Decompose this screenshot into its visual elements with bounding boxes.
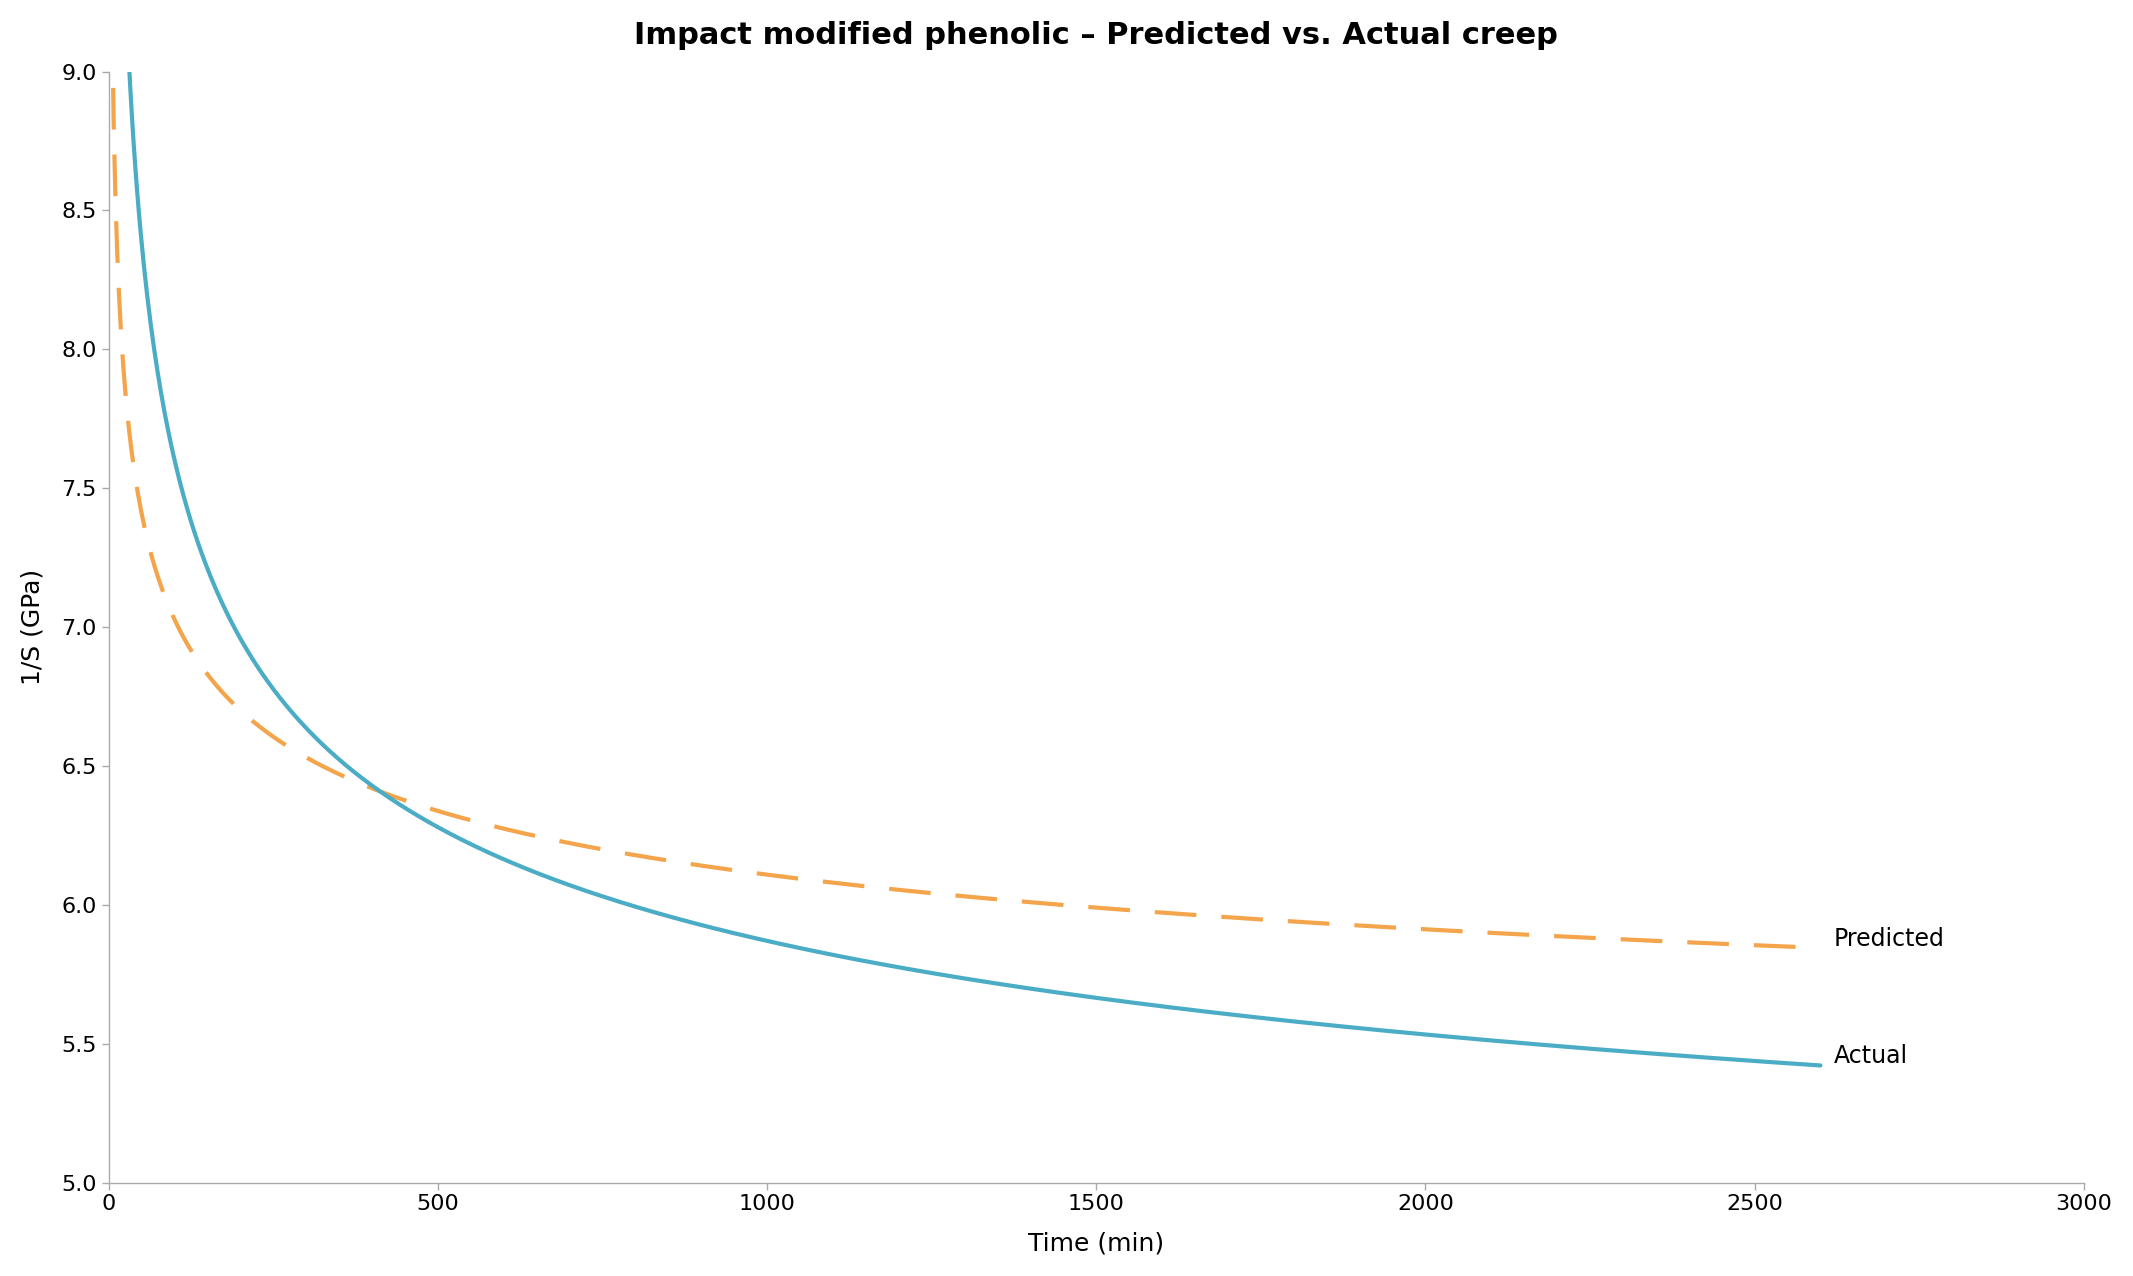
Text: Predicted: Predicted <box>1834 928 1945 951</box>
Y-axis label: 1/S (GPa): 1/S (GPa) <box>21 569 45 685</box>
Text: Actual: Actual <box>1834 1044 1907 1068</box>
Title: Impact modified phenolic – Predicted vs. Actual creep: Impact modified phenolic – Predicted vs.… <box>634 20 1559 50</box>
X-axis label: Time (min): Time (min) <box>1028 1231 1165 1256</box>
